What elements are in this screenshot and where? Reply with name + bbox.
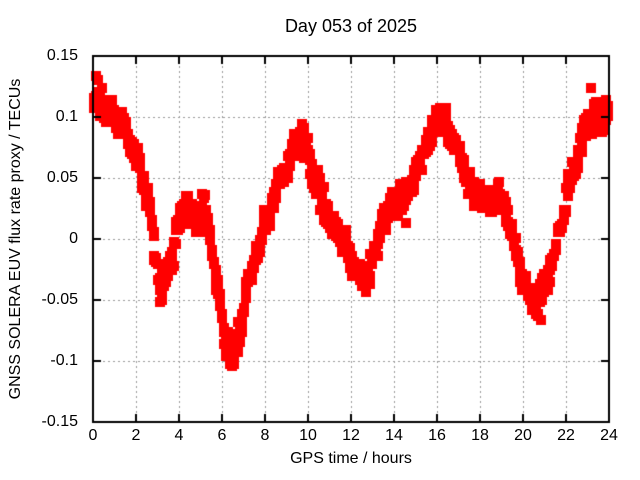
x-tick-label: 8 (260, 427, 270, 444)
y-tick-label: -0.1 (50, 352, 78, 369)
y-tick-label: -0.05 (41, 291, 78, 308)
x-tick-label: 4 (174, 427, 184, 444)
x-tick-label: 24 (600, 427, 618, 444)
x-tick-label: 0 (88, 427, 98, 444)
x-tick-label: 2 (131, 427, 141, 444)
x-tick-label: 10 (299, 427, 317, 444)
y-tick-label: 0.1 (55, 108, 78, 125)
x-tick-label: 20 (514, 427, 532, 444)
chart-title: Day 053 of 2025 (284, 16, 418, 36)
x-tick-label: 18 (471, 427, 489, 444)
x-tick-label: 22 (557, 427, 575, 444)
y-tick-label: 0.15 (46, 47, 78, 64)
y-tick-label: 0.05 (46, 169, 78, 186)
x-tick-label: 12 (342, 427, 360, 444)
x-tick-label: 14 (385, 427, 403, 444)
x-axis-label: GPS time / hours (290, 450, 412, 467)
y-tick-label: -0.15 (41, 413, 78, 430)
y-tick-label: 0 (69, 230, 78, 247)
x-tick-label: 16 (428, 427, 446, 444)
x-tick-label: 6 (217, 427, 227, 444)
